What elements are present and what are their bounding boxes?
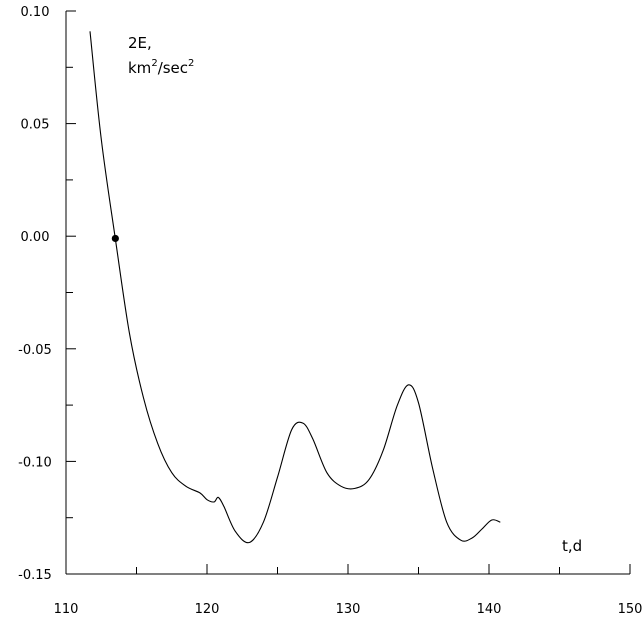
y-tick-label: -0.05: [18, 343, 52, 358]
x-tick-label: 130: [336, 602, 361, 617]
y-axis-label-line1: 2E,: [128, 34, 152, 52]
y-label-exp1: 2: [151, 58, 157, 69]
y-tick-label: 0.10: [21, 5, 50, 20]
y-tick-label: -0.10: [18, 455, 52, 470]
series-line: [89, 31, 501, 544]
highlight-point: [111, 234, 119, 243]
tick-labels: 110 120 130 140 150 0.10 0.05 0.00 -0.05 -0.10 -0.…: [18, 5, 642, 617]
y-axis-label-line2: km2/sec2: [128, 58, 194, 77]
axis-ticks: [65, 10, 631, 575]
x-tick-label: 140: [477, 602, 502, 617]
y-label-exp2: 2: [188, 58, 194, 69]
y-tick-label: 0.00: [21, 230, 50, 245]
y-tick-label: 0.05: [21, 118, 50, 133]
x-tick-label: 120: [195, 602, 220, 617]
x-tick-label: 110: [54, 602, 79, 617]
y-label-unit-sec: /sec: [158, 59, 188, 77]
x-tick-label: 150: [618, 602, 642, 617]
x-axis-label: t,d: [562, 537, 582, 555]
y-label-unit-km: km: [128, 59, 151, 77]
y-tick-label: -0.15: [18, 568, 52, 583]
